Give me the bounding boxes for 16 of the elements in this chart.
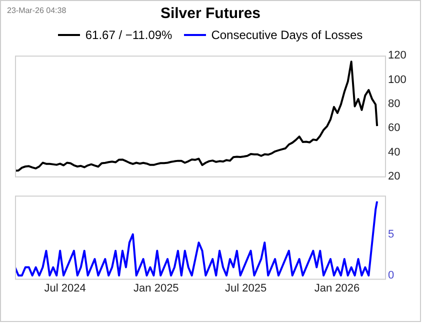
text: 23-Mar-26 04:38	[7, 6, 66, 15]
x-tick-label: Jan 2025	[134, 282, 179, 294]
legend-label: 61.67 / −11.09%	[85, 28, 172, 42]
x-tick-label: Jul 2024	[44, 282, 86, 294]
y-tick-label: 0	[388, 270, 394, 282]
legend-label: Consecutive Days of Losses	[211, 28, 363, 42]
y-tick-label: 60	[388, 122, 400, 134]
y-tick-label: 20	[388, 170, 400, 182]
x-tick-label: Jul 2025	[225, 282, 267, 294]
y-tick-label: 80	[388, 98, 400, 110]
x-tick-label: Jan 2026	[314, 282, 360, 294]
y-tick-label: 100	[388, 74, 406, 86]
y-tick-label: 40	[388, 146, 400, 158]
y-tick-label: 5	[388, 228, 394, 240]
chart-title: Silver Futures	[160, 5, 261, 22]
y-tick-label: 120	[388, 50, 406, 62]
